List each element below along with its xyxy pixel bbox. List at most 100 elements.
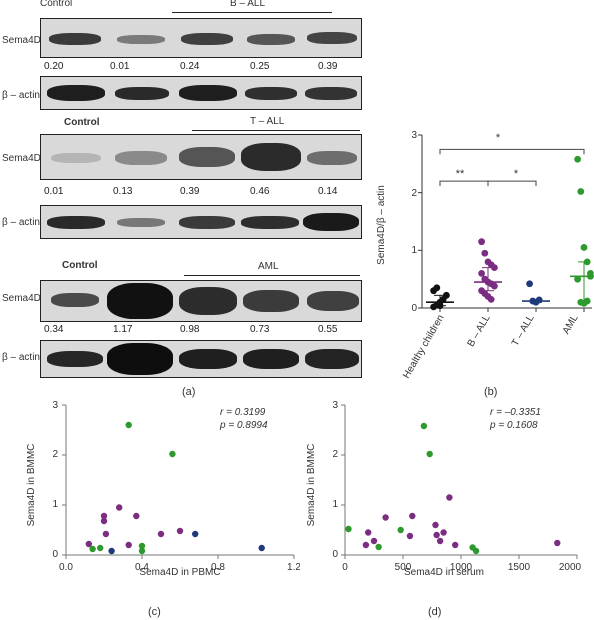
chart-b-point: [481, 249, 489, 257]
chart-b-point: [433, 284, 441, 292]
chart-b-point: [491, 282, 498, 290]
chart-d-ytick-1: 1: [332, 499, 338, 510]
blot-b-value-1: 0.20: [44, 61, 64, 72]
chart-d-point: [365, 529, 372, 536]
chart-c-ytick-1: 1: [52, 499, 58, 510]
blot-b-group-label: B – ALL: [230, 0, 266, 9]
chart-b-xtick-3: AML: [561, 313, 581, 337]
chart-d-ytick-3: 3: [332, 400, 338, 411]
blot-aml-control-label: Control: [62, 260, 98, 271]
chart-b-ytick-0: 0: [411, 303, 417, 314]
chart-b-point: [587, 270, 594, 277]
chart-b-point: [583, 258, 591, 266]
chart-d-xtick-4: 2000: [559, 562, 582, 573]
blot-aml-loading-label: β – actin: [2, 352, 40, 363]
blot-aml-group-label: AML: [258, 261, 279, 272]
chart-c-xtick-0: 0.0: [59, 562, 73, 573]
chart-c-point: [100, 517, 108, 525]
chart-c-point: [176, 527, 184, 535]
chart-b-ylabel: Sema4D/β – actin: [376, 185, 387, 265]
chart-c-point: [258, 544, 265, 552]
chart-b-point: [577, 188, 585, 195]
blot-b-loading-label: β – actin: [2, 90, 40, 101]
blot-t-target-label: Sema4D: [2, 153, 41, 164]
blot-t-loading-label: β – actin: [2, 217, 40, 228]
chart-b-point: [574, 155, 581, 163]
chart-c-ytick-3: 3: [52, 400, 58, 411]
chart-d-point: [362, 541, 370, 549]
chart-b-point: [436, 302, 444, 310]
blot-aml-target-label: Sema4D: [2, 293, 41, 304]
chart-c-xtick-3: 1.2: [287, 562, 300, 573]
chart-b-sig-2: **: [456, 168, 465, 180]
panel-label-a: (a): [182, 386, 196, 398]
chart-c-point: [125, 421, 132, 429]
chart-d-point: [409, 512, 416, 520]
blot-aml-value-4: 0.73: [250, 324, 270, 335]
blot-aml-group-line: [184, 275, 360, 276]
blot-t-group-label: T – ALL: [250, 116, 285, 127]
chart-c-stat-p: p = 0.8994: [219, 420, 268, 431]
chart-d-point: [433, 531, 440, 539]
blot-b-sema4d-image: [40, 18, 362, 58]
chart-c-point: [192, 530, 199, 538]
chart-c-point: [108, 547, 115, 555]
blot-t-control-label: Control: [64, 117, 100, 128]
chart-d-stat-r: r = –0.3351: [490, 407, 541, 418]
chart-d-point: [554, 539, 561, 547]
chart-d-point: [370, 537, 378, 545]
chart-b-point: [583, 297, 591, 305]
chart-b-xtick-2: T – ALL: [510, 313, 537, 349]
chart-b-sig-3: *: [514, 168, 519, 180]
blot-t-value-1: 0.01: [44, 186, 64, 197]
blot-b-group-line: [172, 12, 332, 13]
blot-t-value-4: 0.46: [250, 186, 270, 197]
chart-b-point: [574, 275, 581, 283]
chart-d-point: [375, 543, 382, 551]
chart-b-bracket-2: [439, 180, 489, 187]
chart-c-ytick-0: 0: [52, 549, 58, 560]
chart-b-bracket-3: [487, 180, 537, 187]
chart-b-ytick-1: 1: [411, 245, 417, 256]
panel-label-c: (c): [148, 606, 161, 618]
blot-t-value-5: 0.14: [318, 186, 338, 197]
chart-c-point: [100, 512, 108, 520]
chart-b-bracket-1: [439, 148, 585, 155]
chart-c-ylabel: Sema4D in BMMC: [26, 444, 37, 527]
chart-d-point: [420, 422, 428, 430]
chart-d-point: [406, 532, 414, 540]
chart-c-xlabel: Sema4D in PBMC: [139, 567, 220, 578]
chart-d-point: [446, 494, 453, 501]
chart-d-xtick-1: 500: [395, 562, 412, 573]
blot-aml-value-3: 0.98: [180, 324, 200, 335]
chart-b-point: [491, 264, 498, 272]
chart-b-xtick-1: B – ALL: [466, 313, 493, 349]
chart-d-xtick-2: 1000: [450, 562, 473, 573]
chart-c-xtick-2: 0.8: [211, 562, 225, 573]
chart-b-point: [535, 296, 543, 304]
chart-b-point: [478, 238, 485, 246]
chart-c-point: [125, 541, 132, 549]
chart-c-xtick-1: 0.4: [135, 562, 149, 573]
blot-aml-value-2: 1.17: [113, 324, 133, 335]
chart-c-point: [102, 530, 110, 538]
blot-t-group-line: [192, 130, 360, 131]
chart-c-point: [169, 450, 176, 458]
blot-b-value-4: 0.25: [250, 61, 270, 72]
chart-c-point: [157, 530, 165, 538]
blot-t-value-2: 0.13: [113, 186, 133, 197]
chart-b-ytick-2: 2: [411, 188, 417, 199]
chart-c-stat-r: r = 0.3199: [220, 407, 266, 418]
blot-b-value-5: 0.39: [318, 61, 338, 72]
chart-d-point: [345, 525, 352, 533]
chart-c-point: [138, 547, 146, 555]
chart-c-point: [133, 512, 140, 520]
chart-c: Sema4D in BMMC Sema4D in PBMC 0 1 2 3 0.…: [26, 400, 300, 578]
chart-b-sig-1: *: [496, 132, 501, 144]
chart-d-point: [452, 541, 459, 549]
blot-b-actin-image: [40, 76, 362, 110]
chart-b-point: [580, 244, 588, 251]
chart-d-point: [436, 537, 444, 545]
blot-aml-actin-image: [40, 340, 362, 378]
chart-b-point: [526, 280, 533, 288]
